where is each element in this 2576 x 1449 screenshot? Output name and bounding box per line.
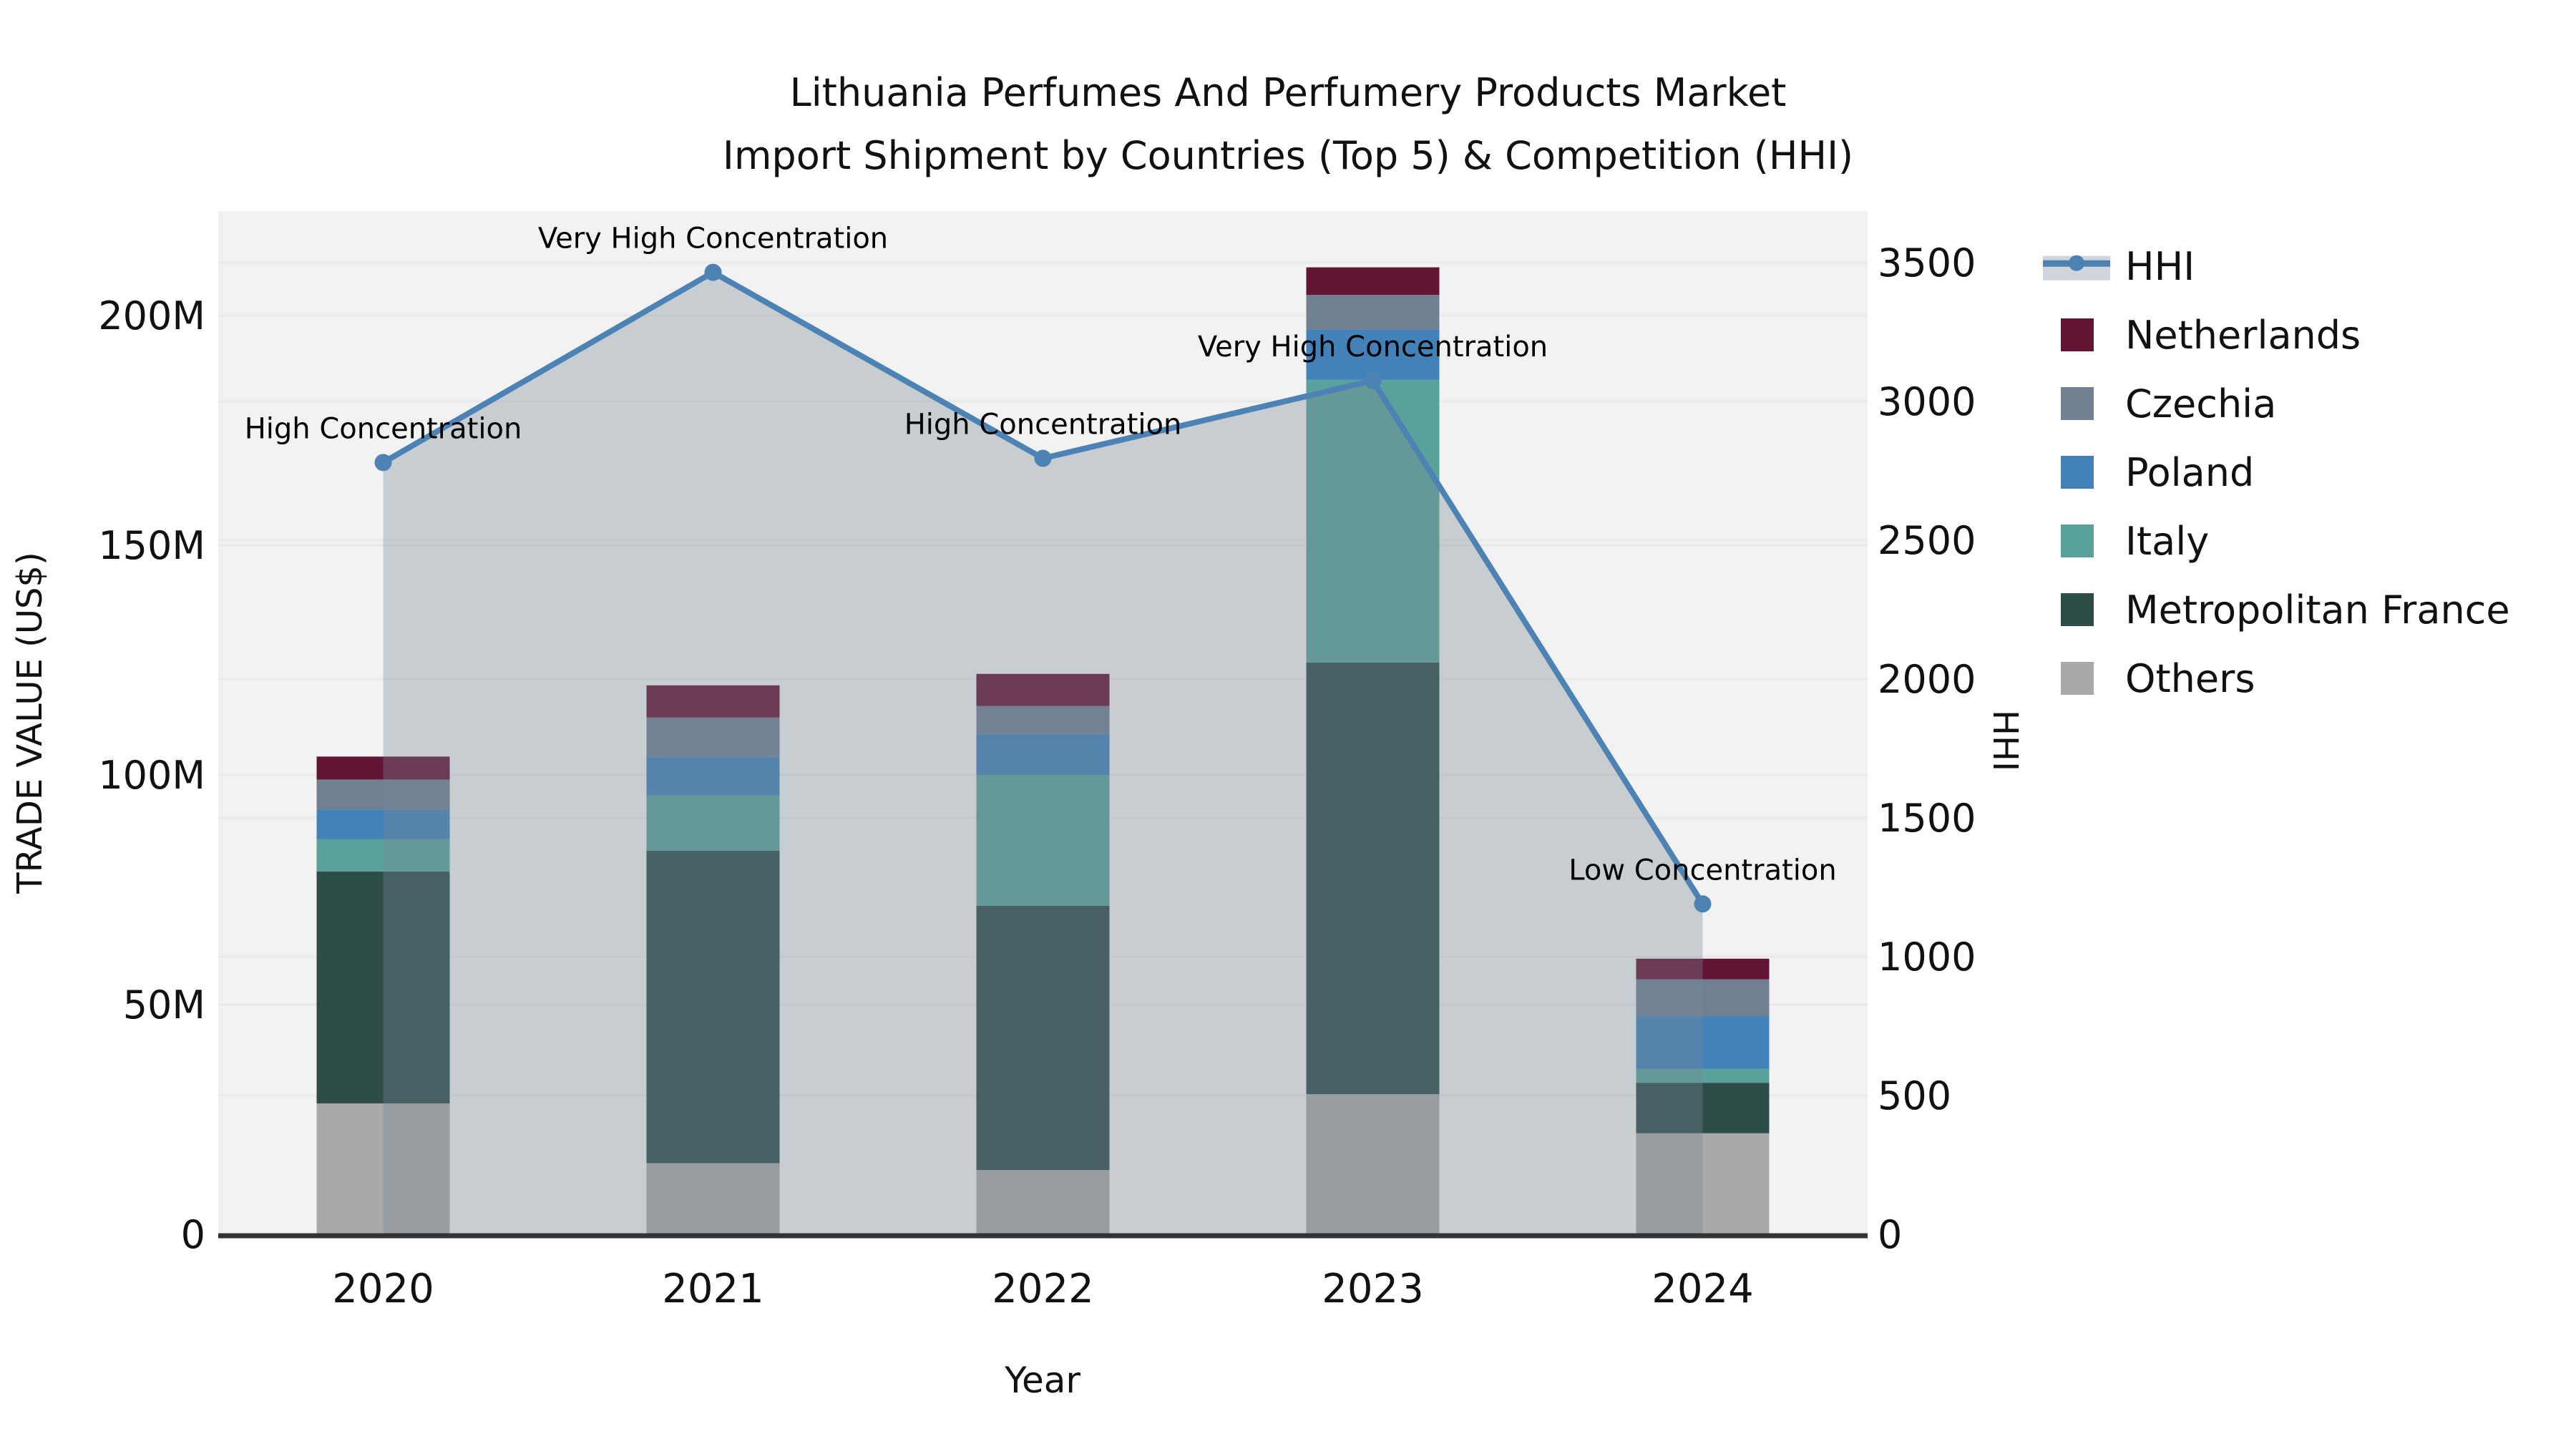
others-swatch-icon — [2061, 662, 2094, 695]
bar-segment-metropolitan-france-2022 — [976, 905, 1110, 1171]
legend-label-hhi: HHI — [2125, 243, 2195, 289]
bar-segment-metropolitan-france-2023 — [1306, 662, 1440, 1095]
legend-label-netherlands: Netherlands — [2125, 312, 2361, 358]
legend-item-others: Others — [2061, 644, 2510, 713]
bar-segment-poland-2023 — [1306, 329, 1440, 380]
czechia-swatch-icon — [2061, 387, 2094, 420]
annotation-label: Low Concentration — [1568, 854, 1836, 887]
x-tick-label: 2022 — [992, 1266, 1094, 1312]
chart-title: Lithuania Perfumes And Perfumery Product… — [0, 62, 2576, 187]
legend-item-hhi: HHI — [2043, 232, 2510, 301]
hhi-area-swatch — [2043, 255, 2110, 280]
hhi-legend-swatch — [2043, 250, 2110, 283]
hhi-marker-2024 — [1694, 895, 1712, 913]
x-axis-label: Year — [1005, 1360, 1080, 1401]
bar-segment-poland-2021 — [646, 756, 780, 796]
legend-item-netherlands: Netherlands — [2061, 301, 2510, 369]
bar-segment-poland-2020 — [316, 809, 450, 839]
bar-segment-metropolitan-france-2021 — [646, 850, 780, 1163]
y-axis-label-left: TRADE VALUE (US$) — [10, 552, 50, 894]
bar-segment-others-2020 — [316, 1103, 450, 1234]
hhi-marker-icon — [2069, 255, 2084, 271]
annotation-label: Very High Concentration — [538, 223, 888, 255]
hhi-marker-2023 — [1364, 371, 1382, 389]
bar-segment-others-2022 — [976, 1170, 1110, 1234]
bar-segment-poland-2022 — [976, 733, 1110, 775]
y-tick-label-left: 50M — [123, 982, 205, 1028]
y-tick-label-right: 500 — [1878, 1073, 1951, 1118]
hhi-marker-2021 — [704, 263, 722, 281]
bar-segment-italy-2022 — [976, 775, 1110, 906]
x-tick-label: 2023 — [1322, 1266, 1424, 1312]
legend: HHI Netherlands Czechia Poland Italy Met… — [2043, 232, 2510, 713]
bar-segment-czechia-2023 — [1306, 295, 1440, 330]
hhi-marker-2022 — [1034, 449, 1052, 467]
metropolitan-france-swatch-icon — [2061, 593, 2094, 626]
bar-segment-metropolitan-france-2020 — [316, 871, 450, 1104]
y-tick-label-right: 3500 — [1878, 240, 1976, 286]
bar-segment-netherlands-2024 — [1636, 958, 1770, 980]
bar-segment-czechia-2024 — [1636, 979, 1770, 1017]
y-tick-label-right: 2500 — [1878, 518, 1976, 563]
bar-segment-others-2023 — [1306, 1094, 1440, 1234]
annotation-label: Very High Concentration — [1198, 331, 1548, 364]
y-tick-label-left: 150M — [98, 523, 205, 568]
y-tick-label-left: 100M — [98, 753, 205, 798]
bar-segment-netherlands-2020 — [316, 756, 450, 780]
bar-segment-italy-2023 — [1306, 379, 1440, 663]
hhi-area-fill — [383, 272, 1703, 1235]
x-tick-label: 2021 — [662, 1266, 764, 1312]
x-tick-label: 2024 — [1652, 1266, 1754, 1312]
legend-label-czechia: Czechia — [2125, 381, 2277, 426]
bar-segment-others-2021 — [646, 1163, 780, 1234]
annotation-label: High Concentration — [904, 409, 1182, 441]
bar-segment-netherlands-2021 — [646, 685, 780, 718]
chart-title-line2: Import Shipment by Countries (Top 5) & C… — [722, 133, 1854, 178]
bar-segment-poland-2024 — [1636, 1016, 1770, 1069]
italy-swatch-icon — [2061, 525, 2094, 557]
hhi-marker-2020 — [374, 454, 392, 472]
y-axis-label-right: HHI — [1985, 709, 2025, 772]
y-tick-label-left: 0 — [181, 1212, 205, 1257]
bar-segment-czechia-2021 — [646, 717, 780, 757]
y-tick-label-left: 200M — [98, 293, 205, 338]
y-tick-label-right: 2000 — [1878, 657, 1976, 702]
chart-title-line1: Lithuania Perfumes And Perfumery Product… — [789, 70, 1787, 115]
legend-item-italy: Italy — [2061, 507, 2510, 575]
legend-label-metropolitan-france: Metropolitan France — [2125, 587, 2510, 633]
bar-segment-netherlands-2023 — [1306, 267, 1440, 296]
annotation-label: High Concentration — [245, 412, 522, 445]
bar-segment-italy-2021 — [646, 795, 780, 851]
netherlands-swatch-icon — [2061, 318, 2094, 351]
bar-segment-netherlands-2022 — [976, 673, 1110, 706]
legend-label-italy: Italy — [2125, 518, 2210, 564]
bar-segment-metropolitan-france-2024 — [1636, 1083, 1770, 1133]
y-tick-label-right: 1000 — [1878, 935, 1976, 980]
legend-label-others: Others — [2125, 655, 2255, 701]
legend-item-poland: Poland — [2061, 438, 2510, 507]
poland-swatch-icon — [2061, 456, 2094, 489]
legend-item-metropolitan-france: Metropolitan France — [2061, 575, 2510, 644]
bar-segment-czechia-2022 — [976, 706, 1110, 734]
bar-segment-czechia-2020 — [316, 779, 450, 810]
bar-segment-italy-2020 — [316, 839, 450, 872]
legend-label-poland: Poland — [2125, 449, 2255, 495]
y-tick-label-right: 3000 — [1878, 379, 1976, 424]
bar-segment-others-2024 — [1636, 1133, 1770, 1234]
y-tick-label-right: 1500 — [1878, 796, 1976, 841]
x-tick-label: 2020 — [332, 1266, 434, 1312]
y-tick-label-right: 0 — [1878, 1212, 1902, 1257]
legend-item-czechia: Czechia — [2061, 369, 2510, 438]
bar-segment-italy-2024 — [1636, 1068, 1770, 1083]
